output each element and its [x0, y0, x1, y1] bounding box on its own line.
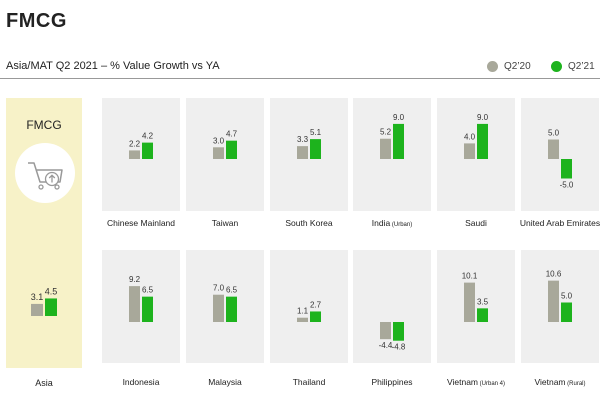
- panel-vietnam-urban-4: [437, 250, 515, 363]
- bar-indonesia-q2-20: [129, 286, 140, 322]
- bar-taiwan-q2-20: [213, 147, 224, 159]
- data-label-saudi-q2-21: 9.0: [477, 113, 489, 122]
- data-label-malaysia-q2-21: 6.5: [226, 286, 238, 295]
- panel-chinese-mainland: [102, 98, 180, 211]
- data-label-thailand-q2-20: 1.1: [297, 307, 309, 316]
- data-label-malaysia-q2-20: 7.0: [213, 284, 225, 293]
- legend-item-q2-20: Q2’20: [487, 61, 531, 72]
- data-label-vietnam-urban-4-q2-21: 3.5: [477, 297, 489, 306]
- category-label-thailand: Thailand: [292, 377, 326, 387]
- data-label-chinese-mainland-q2-21: 4.2: [142, 132, 154, 141]
- data-label-saudi-q2-20: 4.0: [464, 132, 476, 141]
- legend-label-q2-20: Q2’20: [504, 61, 531, 72]
- category-label-philippines: Philippines: [371, 377, 413, 387]
- bar-united-arab-emirates-q2-20: [548, 139, 559, 159]
- bar-chinese-mainland-q2-20: [129, 150, 140, 159]
- chart-subtitle: Asia/MAT Q2 2021 – % Value Growth vs YA: [6, 60, 220, 72]
- panel-thailand: [270, 250, 348, 363]
- panel-india-urban: [353, 98, 431, 211]
- category-label-chinese-mainland: Chinese Mainland: [106, 218, 176, 228]
- category-label-malaysia: Malaysia: [208, 377, 242, 387]
- panel-malaysia: [186, 250, 264, 363]
- data-label-india-urban-q2-21: 9.0: [393, 113, 405, 122]
- panel-saudi: [437, 98, 515, 211]
- data-label-taiwan-q2-20: 3.0: [213, 136, 225, 145]
- bar-asia-q2-21: [45, 298, 57, 316]
- asia-panel-label: FMCG: [26, 118, 62, 132]
- bar-vietnam-rural-q2-20: [548, 280, 559, 322]
- legend-swatch-q2-20: [487, 61, 498, 72]
- data-label-asia-q2-21: 4.5: [45, 286, 58, 296]
- panel-united-arab-emirates: [521, 98, 599, 211]
- category-label-taiwan: Taiwan: [211, 218, 239, 228]
- header-divider: [0, 78, 600, 79]
- bar-south-korea-q2-20: [297, 146, 308, 159]
- bar-asia-q2-20: [31, 303, 43, 316]
- panel-taiwan: [186, 98, 264, 211]
- data-label-vietnam-rural-q2-20: 10.6: [546, 270, 562, 279]
- category-label-indonesia: Indonesia: [122, 377, 160, 387]
- bar-malaysia-q2-20: [213, 294, 224, 322]
- bar-chinese-mainland-q2-21: [142, 142, 153, 159]
- bar-thailand-q2-21: [310, 311, 321, 322]
- data-label-south-korea-q2-20: 3.3: [297, 135, 309, 144]
- bar-india-urban-q2-20: [380, 138, 391, 159]
- bar-united-arab-emirates-q2-21: [561, 159, 572, 179]
- category-label-united-arab-emirates: United Arab Emirates: [519, 218, 600, 228]
- data-label-united-arab-emirates-q2-21: -5.0: [560, 181, 574, 190]
- category-label-south-korea: South Korea: [285, 218, 333, 228]
- data-label-taiwan-q2-21: 4.7: [226, 130, 238, 139]
- bar-south-korea-q2-21: [310, 139, 321, 159]
- category-label-india-urban: India (Urban): [371, 218, 413, 228]
- data-label-vietnam-rural-q2-21: 5.0: [561, 292, 573, 301]
- cart-icon-circle: [15, 143, 75, 203]
- bar-saudi-q2-20: [464, 143, 475, 159]
- data-label-thailand-q2-21: 2.7: [310, 300, 322, 309]
- legend-item-q2-21: Q2’21: [551, 61, 595, 72]
- data-label-indonesia-q2-20: 9.2: [129, 275, 141, 284]
- legend-swatch-q2-21: [551, 61, 562, 72]
- bar-philippines-q2-20: [380, 322, 391, 340]
- bar-vietnam-rural-q2-21: [561, 302, 572, 322]
- legend-label-q2-21: Q2’21: [568, 61, 595, 72]
- data-label-philippines-q2-21: -4.8: [392, 343, 406, 352]
- panel-south-korea: [270, 98, 348, 211]
- category-label-asia: Asia: [35, 378, 53, 388]
- bar-vietnam-urban-4-q2-21: [477, 308, 488, 322]
- category-label-vietnam-rural: Vietnam (Rural): [534, 377, 586, 387]
- data-label-vietnam-urban-4-q2-20: 10.1: [462, 272, 478, 281]
- data-label-india-urban-q2-20: 5.2: [380, 128, 392, 137]
- data-label-south-korea-q2-21: 5.1: [310, 128, 322, 137]
- bar-saudi-q2-21: [477, 123, 488, 159]
- data-label-asia-q2-20: 3.1: [31, 292, 44, 302]
- panel-indonesia: [102, 250, 180, 363]
- bar-vietnam-urban-4-q2-20: [464, 282, 475, 322]
- page-title: FMCG: [6, 10, 67, 32]
- bar-thailand-q2-20: [297, 317, 308, 322]
- bar-indonesia-q2-21: [142, 296, 153, 322]
- bar-malaysia-q2-21: [226, 296, 237, 322]
- category-label-saudi: Saudi: [465, 218, 487, 228]
- data-label-united-arab-emirates-q2-20: 5.0: [548, 129, 560, 138]
- data-label-philippines-q2-20: -4.4: [379, 341, 393, 350]
- data-label-indonesia-q2-21: 6.5: [142, 286, 154, 295]
- panel-philippines: [353, 250, 431, 363]
- data-label-chinese-mainland-q2-20: 2.2: [129, 139, 141, 148]
- bar-taiwan-q2-21: [226, 140, 237, 159]
- category-label-vietnam-urban-4: Vietnam (Urban 4): [446, 377, 506, 387]
- bar-philippines-q2-21: [393, 322, 404, 341]
- shopping-cart-up-icon: [28, 162, 63, 190]
- bar-india-urban-q2-21: [393, 123, 404, 159]
- panel-vietnam-rural: [521, 250, 599, 363]
